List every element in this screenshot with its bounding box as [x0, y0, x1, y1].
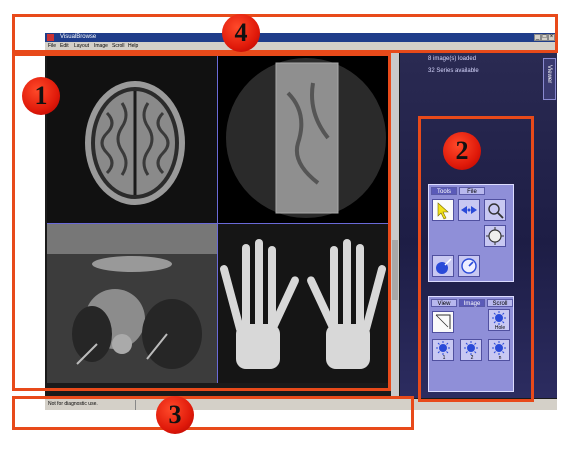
scroll-sun-icon	[436, 341, 450, 355]
viewport-divider-horizontal	[47, 223, 389, 224]
angiography-image[interactable]	[218, 53, 389, 223]
magnify-tool-button[interactable]	[484, 225, 506, 247]
status-bar	[45, 399, 557, 410]
window-level-icon	[436, 258, 452, 274]
brain-mri-image[interactable]	[47, 53, 217, 223]
scroll-hole-button[interactable]: Hole	[488, 309, 510, 331]
scroll-sun-icon	[492, 341, 506, 355]
magnify-icon	[486, 227, 504, 245]
ct-chest-image[interactable]	[47, 224, 217, 383]
status-text: Not for diagnostic use.	[48, 401, 98, 407]
tab-tools[interactable]: Tools	[431, 187, 457, 195]
pan-tool-button[interactable]	[458, 199, 480, 221]
menu-help[interactable]: Help	[128, 43, 139, 49]
images-loaded-text: 8 image(s) loaded	[428, 56, 477, 62]
viewer-scrollbar[interactable]	[391, 53, 399, 398]
scroll-n-label: n	[498, 355, 502, 361]
pointer-icon	[437, 202, 449, 220]
annotation-box-4	[12, 14, 558, 53]
annotation-box-1	[12, 53, 391, 391]
annotation-badge-2: 2	[443, 132, 481, 170]
tab-viewer[interactable]: Viewer	[543, 58, 556, 100]
rotate-tool-button[interactable]	[458, 255, 480, 277]
tab-image[interactable]: Image	[459, 299, 485, 307]
image-viewer[interactable]	[47, 53, 389, 383]
scrollbar-thumb[interactable]	[392, 240, 398, 300]
annotation-badge-4: 4	[222, 14, 260, 52]
annotation-badge-3: 3	[156, 396, 194, 434]
title-bar[interactable]	[45, 33, 557, 42]
fit-frame-button[interactable]	[432, 311, 454, 333]
zoom-icon	[488, 203, 504, 219]
viewer-tab-label: Viewer	[546, 65, 552, 84]
menu-bar	[45, 42, 557, 51]
annotation-badge-1: 1	[22, 77, 60, 115]
scroll-hole-label: Hole	[494, 325, 506, 331]
scroll-1-label: 1	[442, 355, 446, 361]
maximize-button[interactable]: □	[541, 34, 548, 41]
scroll-1-button[interactable]: 1	[432, 339, 454, 361]
annotation-box-3	[12, 396, 414, 430]
pan-arrows-icon	[461, 206, 477, 214]
scroll-n-button[interactable]: n	[488, 339, 510, 361]
menu-file[interactable]: File	[48, 43, 57, 49]
tab-scroll[interactable]: Scroll	[487, 299, 513, 307]
scroll-2-button[interactable]: 2	[460, 339, 482, 361]
app-icon	[47, 34, 54, 41]
annotation-box-2	[418, 116, 534, 402]
zoom-frame-icon	[435, 314, 451, 329]
scroll-sun-icon	[492, 311, 506, 325]
rotate-icon	[461, 258, 477, 274]
menu-scroll[interactable]: Scroll	[112, 43, 125, 49]
tools-palette: Tools File	[428, 184, 514, 282]
window-title: VisualBrowse	[60, 34, 97, 40]
minimize-button[interactable]: _	[534, 34, 541, 41]
series-available-text: 32 Series available	[428, 68, 479, 74]
status-separator	[135, 400, 136, 410]
close-button[interactable]: ×	[548, 34, 555, 41]
tab-view[interactable]: View	[431, 299, 457, 307]
view-palette: View Image Scroll Hole 1 2 n	[428, 296, 514, 392]
scroll-sun-icon	[464, 341, 478, 355]
scroll-2-label: 2	[470, 355, 474, 361]
viewport-divider-vertical	[217, 53, 218, 383]
pointer-tool-button[interactable]	[432, 199, 454, 221]
hand-xray-image[interactable]	[218, 224, 389, 383]
menu-edit[interactable]: Edit	[60, 43, 69, 49]
window-level-tool-button[interactable]	[432, 255, 454, 277]
menu-image[interactable]: Image	[94, 43, 108, 49]
zoom-tool-button[interactable]	[484, 199, 506, 221]
tab-file[interactable]: File	[459, 187, 485, 195]
menu-layout[interactable]: Layout	[74, 43, 90, 49]
